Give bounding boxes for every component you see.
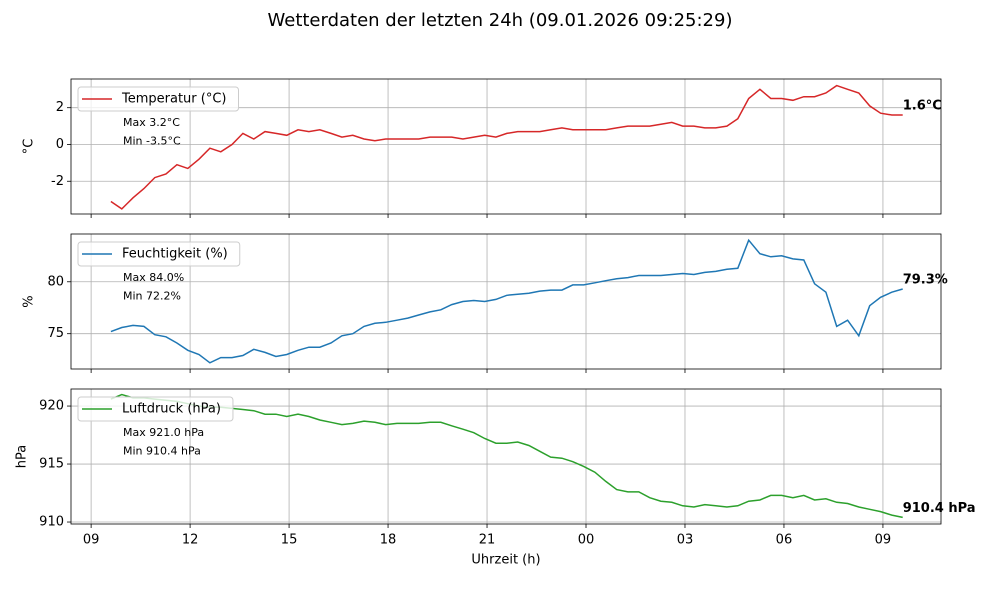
y-tick-label: 75 xyxy=(47,326,64,341)
annotation: Max 84.0% xyxy=(123,271,184,284)
plot-frame xyxy=(70,233,942,370)
data-line xyxy=(110,238,903,364)
end-label: 79.3% xyxy=(903,273,948,288)
x-tick-label: 09 xyxy=(875,533,892,548)
y-tick-label: 920 xyxy=(39,399,64,414)
annotation: Min -3.5°C xyxy=(123,135,181,148)
y-tick-label: 915 xyxy=(39,457,64,472)
y-tick-label: 910 xyxy=(39,515,64,530)
y-axis-label: % xyxy=(22,295,37,307)
legend-label: Temperatur (°C) xyxy=(121,92,227,107)
annotation: Min 910.4 hPa xyxy=(123,445,201,458)
x-tick-label: 15 xyxy=(281,533,298,548)
x-tick-label: 18 xyxy=(380,533,397,548)
legend: Luftdruck (hPa) xyxy=(77,396,234,422)
legend-label: Luftdruck (hPa) xyxy=(122,402,221,417)
legend: Temperatur (°C) xyxy=(77,86,239,112)
y-axis-label: °C xyxy=(22,139,37,155)
data-line xyxy=(110,84,903,210)
legend: Feuchtigkeit (%) xyxy=(77,241,241,267)
y-tick-label: 2 xyxy=(56,100,64,115)
end-label: 910.4 hPa xyxy=(903,501,976,516)
legend-box xyxy=(77,86,239,112)
y-tick-label: -2 xyxy=(51,174,64,189)
x-tick-label: 03 xyxy=(677,533,694,548)
annotation: Min 72.2% xyxy=(123,290,181,303)
data-line xyxy=(110,393,903,519)
legend-box xyxy=(77,396,234,422)
end-label: 1.6°C xyxy=(903,99,942,114)
x-tick-label: 09 xyxy=(83,533,100,548)
figure-title: Wetterdaten der letzten 24h (09.01.2026 … xyxy=(268,10,733,31)
y-tick-label: 80 xyxy=(47,274,64,289)
x-tick-label: 21 xyxy=(479,533,496,548)
legend-label: Feuchtigkeit (%) xyxy=(122,247,228,262)
y-axis-label: hPa xyxy=(15,445,30,468)
x-tick-label: 00 xyxy=(578,533,595,548)
legend-box xyxy=(77,241,241,267)
x-axis-label: Uhrzeit (h) xyxy=(471,553,540,568)
annotation: Max 3.2°C xyxy=(123,116,180,129)
y-tick-label: 0 xyxy=(56,137,64,152)
plot-frame xyxy=(70,78,942,215)
x-tick-label: 12 xyxy=(182,533,199,548)
plot-frame xyxy=(70,388,942,525)
annotation: Max 921.0 hPa xyxy=(123,426,204,439)
x-tick-label: 06 xyxy=(776,533,793,548)
